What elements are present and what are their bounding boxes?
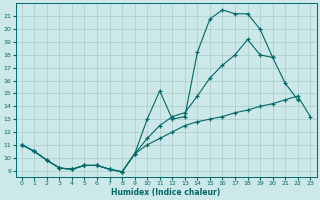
X-axis label: Humidex (Indice chaleur): Humidex (Indice chaleur) [111, 188, 221, 197]
